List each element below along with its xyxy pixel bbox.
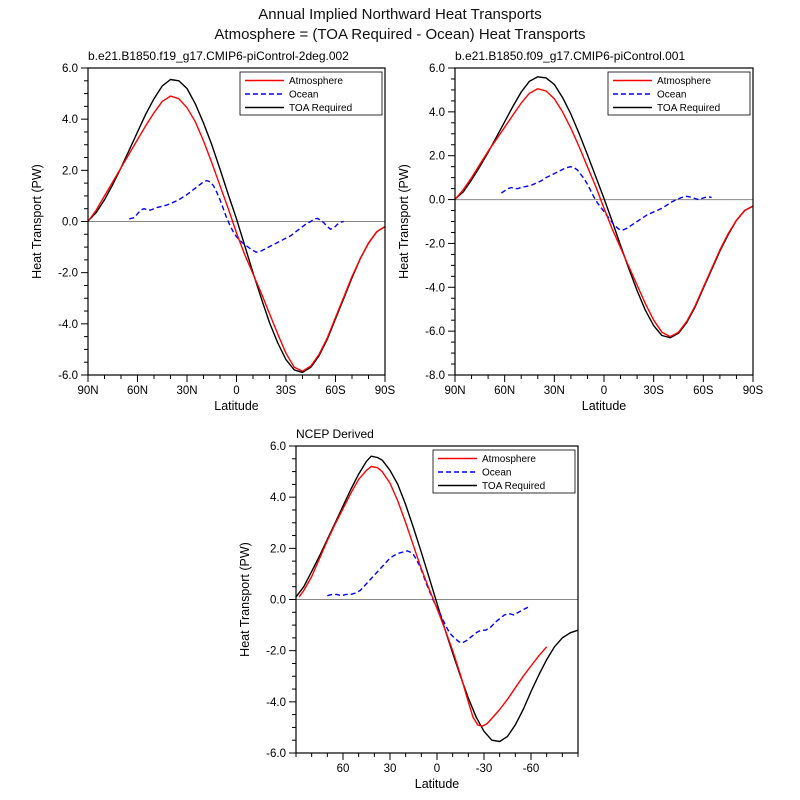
atmosphere-line xyxy=(87,95,386,372)
legend-ocean-label: Ocean xyxy=(657,90,686,101)
y-axis-label: Heat Transport (PW) xyxy=(30,164,44,279)
chart-panel-3: 6.0 4.0 2.0 0.0 -2.0 -4.0 -6.0 60 30 0 -30 -60 NCEP … xyxy=(238,427,579,791)
x-tick-label: 60S xyxy=(325,385,346,397)
y-axis-label: Heat Transport (PW) xyxy=(397,164,411,279)
y-tick-label: 4.0 xyxy=(62,114,78,126)
x-tick-label: 0 xyxy=(233,385,239,397)
figure-title: Annual Implied Northward Heat Transports xyxy=(258,6,542,23)
y-tick-label: 4.0 xyxy=(270,492,286,504)
x-axis-label: Latitude xyxy=(214,399,259,413)
toa-required-line xyxy=(87,78,386,374)
x-tick-label: 30S xyxy=(643,385,664,397)
y-tick-label: 6.0 xyxy=(62,63,78,75)
legend: Atmosphere Ocean TOA Required xyxy=(607,71,751,116)
x-tick-label: 90N xyxy=(77,385,98,397)
y-tick-label: -4.0 xyxy=(266,697,286,709)
legend: Atmosphere Ocean TOA Required xyxy=(239,71,383,116)
y-tick-label: 0.0 xyxy=(429,195,445,207)
x-tick-label: 0 xyxy=(601,385,607,397)
y-tick-label: -6.0 xyxy=(425,326,445,338)
panel-title: b.e21.B1850.f09_g17.CMIP6-piControl.001 xyxy=(455,49,685,63)
legend-toa-required-label: TOA Required xyxy=(289,103,352,114)
x-tick-label: 60S xyxy=(693,385,714,397)
y-tick-label: 2.0 xyxy=(62,165,78,177)
x-tick-label: 90N xyxy=(444,385,465,397)
x-tick-label: 90S xyxy=(375,385,396,397)
x-tick-label: 30N xyxy=(544,385,565,397)
y-tick-label: -2.0 xyxy=(266,646,286,658)
legend-atmosphere-label: Atmosphere xyxy=(289,76,343,87)
x-tick-label: 60N xyxy=(494,385,515,397)
legend-atmosphere-label: Atmosphere xyxy=(482,454,536,465)
y-tick-label: -2.0 xyxy=(58,268,78,280)
y-tick-label: 2.0 xyxy=(429,151,445,163)
y-tick-label: 6.0 xyxy=(270,441,286,453)
x-tick-label: 90S xyxy=(743,385,764,397)
x-axis-label: Latitude xyxy=(582,399,627,413)
legend-toa-required-label: TOA Required xyxy=(482,481,545,492)
y-tick-label: -6.0 xyxy=(58,370,78,382)
legend: Atmosphere Ocean TOA Required xyxy=(432,449,576,494)
panel-title: b.e21.B1850.f19_g17.CMIP6-piControl-2deg… xyxy=(88,49,349,63)
y-tick-label: -6.0 xyxy=(266,748,286,760)
y-tick-label: -4.0 xyxy=(425,282,445,294)
legend-ocean-label: Ocean xyxy=(289,90,318,101)
y-tick-label: 0.0 xyxy=(62,217,78,229)
x-tick-label: 0 xyxy=(434,763,440,775)
x-tick-label: 60 xyxy=(337,763,350,775)
x-tick-label: 30 xyxy=(384,763,397,775)
chart-panel-1: 6.0 4.0 2.0 0.0 -2.0 -4.0 -6.0 90N 60N 30N 0 30S 60S… xyxy=(30,49,396,413)
x-tick-label: 60N xyxy=(127,385,148,397)
legend-ocean-label: Ocean xyxy=(482,468,511,479)
x-tick-label: 30N xyxy=(176,385,197,397)
ocean-line xyxy=(501,166,712,231)
y-tick-label: -4.0 xyxy=(58,319,78,331)
ocean-line xyxy=(129,179,344,253)
ocean-line xyxy=(327,550,529,644)
y-tick-label: 2.0 xyxy=(270,543,286,555)
chart-panel-2: 6.0 4.0 2.0 0.0 -2.0 -4.0 -6.0 -8.0 90N 60N 30N 0 30… xyxy=(397,49,764,413)
y-tick-label: 6.0 xyxy=(429,63,445,75)
x-axis-label: Latitude xyxy=(415,777,460,791)
x-tick-label: -30 xyxy=(476,763,493,775)
toa-required-line xyxy=(295,455,579,743)
legend-atmosphere-label: Atmosphere xyxy=(657,76,711,87)
panel-title: NCEP Derived xyxy=(296,427,374,441)
y-tick-label: 4.0 xyxy=(429,107,445,119)
y-tick-label: 0.0 xyxy=(270,595,286,607)
figure-subtitle: Atmosphere = (TOA Required - Ocean) Heat… xyxy=(214,26,586,43)
y-axis-label: Heat Transport (PW) xyxy=(238,542,252,657)
x-tick-label: 30S xyxy=(276,385,297,397)
atmosphere-line xyxy=(454,88,754,338)
y-tick-label: -8.0 xyxy=(425,370,445,382)
legend-toa-required-label: TOA Required xyxy=(657,103,720,114)
atmosphere-line xyxy=(298,465,548,727)
x-tick-label: -60 xyxy=(523,763,540,775)
y-tick-label: -2.0 xyxy=(425,238,445,250)
